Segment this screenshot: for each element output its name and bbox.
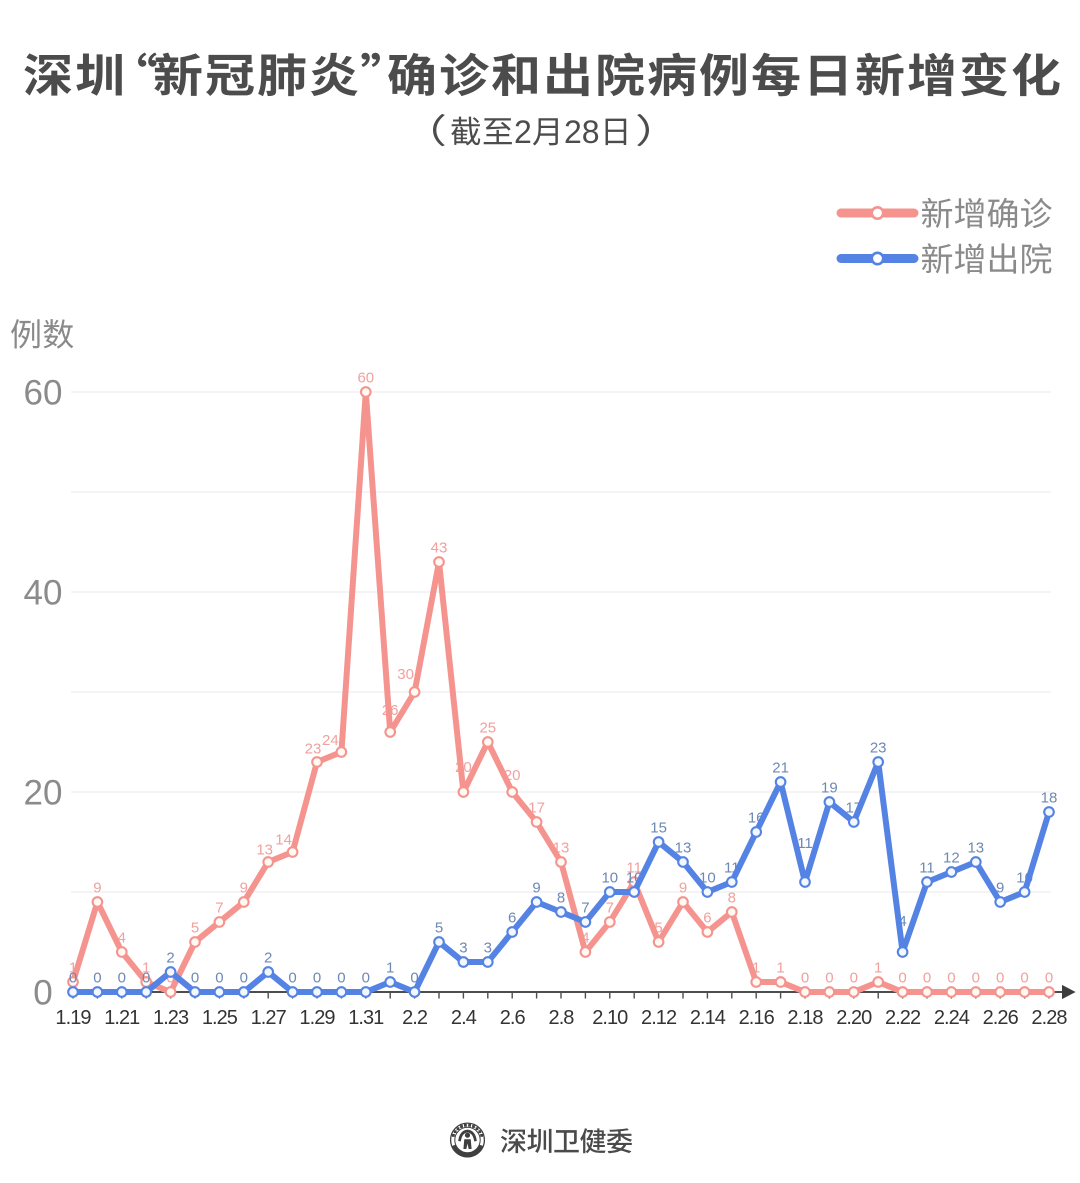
svg-text:0: 0: [118, 970, 126, 987]
svg-text:0: 0: [313, 970, 321, 987]
svg-text:8: 8: [557, 890, 565, 907]
svg-text:2.4: 2.4: [451, 1007, 477, 1029]
svg-text:12: 12: [943, 850, 960, 867]
svg-text:4: 4: [581, 930, 589, 947]
svg-text:2.14: 2.14: [690, 1007, 726, 1029]
svg-text:2.18: 2.18: [787, 1007, 823, 1029]
svg-text:2: 2: [514, 114, 532, 150]
svg-text:1: 1: [142, 960, 150, 977]
svg-text:20: 20: [24, 773, 63, 812]
svg-text:1.27: 1.27: [251, 1007, 287, 1029]
svg-text:0: 0: [191, 970, 199, 987]
svg-text:0: 0: [1020, 970, 1028, 987]
svg-text:1.19: 1.19: [55, 1007, 91, 1029]
svg-text:5: 5: [654, 920, 662, 937]
svg-text:1.31: 1.31: [348, 1007, 384, 1029]
svg-text:9: 9: [996, 880, 1004, 897]
svg-text:2: 2: [166, 950, 174, 967]
svg-text:0: 0: [410, 970, 418, 987]
svg-text:13: 13: [675, 840, 692, 857]
svg-text:11: 11: [626, 860, 642, 877]
svg-text:18: 18: [1041, 790, 1058, 807]
svg-text:11: 11: [919, 860, 935, 877]
svg-text:0: 0: [69, 970, 77, 987]
svg-text:2: 2: [264, 950, 272, 967]
svg-text:2.10: 2.10: [592, 1007, 628, 1029]
svg-text:7: 7: [581, 900, 589, 917]
svg-text:1.25: 1.25: [202, 1007, 238, 1029]
svg-text:40: 40: [24, 573, 63, 612]
svg-text:2.12: 2.12: [641, 1007, 677, 1029]
svg-text:4: 4: [898, 913, 906, 930]
svg-text:3: 3: [484, 940, 492, 957]
svg-text:5: 5: [435, 920, 443, 937]
svg-text:0: 0: [215, 970, 223, 987]
svg-text:8: 8: [728, 890, 736, 907]
svg-text:19: 19: [821, 780, 838, 797]
svg-text:6: 6: [508, 910, 516, 927]
svg-text:0: 0: [337, 970, 345, 987]
svg-text:0: 0: [33, 973, 52, 1012]
svg-text:15: 15: [650, 820, 667, 837]
svg-text:0: 0: [850, 970, 858, 987]
svg-text:0: 0: [288, 970, 296, 987]
svg-text:25: 25: [479, 720, 496, 737]
svg-text:2.22: 2.22: [885, 1007, 921, 1029]
svg-text:24: 24: [322, 732, 339, 749]
svg-text:0: 0: [801, 970, 809, 987]
svg-text:0: 0: [166, 970, 174, 987]
svg-text:5: 5: [191, 920, 199, 937]
svg-text:0: 0: [142, 970, 150, 987]
svg-text:9: 9: [93, 880, 101, 897]
svg-text:1.29: 1.29: [299, 1007, 335, 1029]
svg-text:60: 60: [24, 373, 63, 412]
svg-text:0: 0: [825, 970, 833, 987]
svg-text:2.6: 2.6: [500, 1007, 526, 1029]
svg-text:2.2: 2.2: [402, 1007, 428, 1029]
svg-text:0: 0: [898, 970, 906, 987]
svg-text:11: 11: [797, 835, 813, 852]
svg-text:60: 60: [357, 370, 374, 387]
svg-text:2.24: 2.24: [934, 1007, 970, 1029]
svg-text:13: 13: [967, 840, 984, 857]
svg-text:14: 14: [275, 832, 292, 849]
svg-text:0: 0: [923, 970, 931, 987]
svg-text:23: 23: [305, 741, 322, 758]
svg-text:0: 0: [240, 970, 248, 987]
svg-text:7: 7: [606, 900, 614, 917]
svg-text:0: 0: [947, 970, 955, 987]
svg-text:2.26: 2.26: [983, 1007, 1019, 1029]
svg-text:2.16: 2.16: [739, 1007, 775, 1029]
svg-text:0: 0: [1045, 970, 1053, 987]
svg-text:30: 30: [397, 666, 414, 683]
svg-text:0: 0: [996, 970, 1004, 987]
svg-text:2.28: 2.28: [1031, 1007, 1067, 1029]
svg-text:9: 9: [240, 880, 248, 897]
svg-text:2.20: 2.20: [836, 1007, 872, 1029]
svg-text:21: 21: [772, 760, 789, 777]
svg-text:0: 0: [93, 970, 101, 987]
svg-text:1.23: 1.23: [153, 1007, 189, 1029]
svg-text:28: 28: [564, 114, 600, 150]
svg-text:23: 23: [870, 740, 887, 757]
svg-text:1: 1: [386, 960, 394, 977]
svg-text:10: 10: [601, 870, 618, 887]
svg-text:9: 9: [532, 880, 540, 897]
svg-text:43: 43: [431, 540, 448, 557]
svg-text:0: 0: [362, 970, 370, 987]
svg-text:6: 6: [703, 910, 711, 927]
svg-text:1.21: 1.21: [104, 1007, 140, 1029]
svg-text:4: 4: [118, 930, 126, 947]
svg-text:0: 0: [972, 970, 980, 987]
svg-text:7: 7: [215, 900, 223, 917]
svg-text:1: 1: [752, 960, 760, 977]
svg-text:13: 13: [256, 842, 273, 859]
svg-text:1: 1: [874, 960, 882, 977]
svg-text:2.8: 2.8: [549, 1007, 575, 1029]
svg-text:1: 1: [776, 960, 784, 977]
svg-text:3: 3: [459, 940, 467, 957]
svg-text:9: 9: [679, 880, 687, 897]
svg-text:1: 1: [69, 960, 77, 977]
